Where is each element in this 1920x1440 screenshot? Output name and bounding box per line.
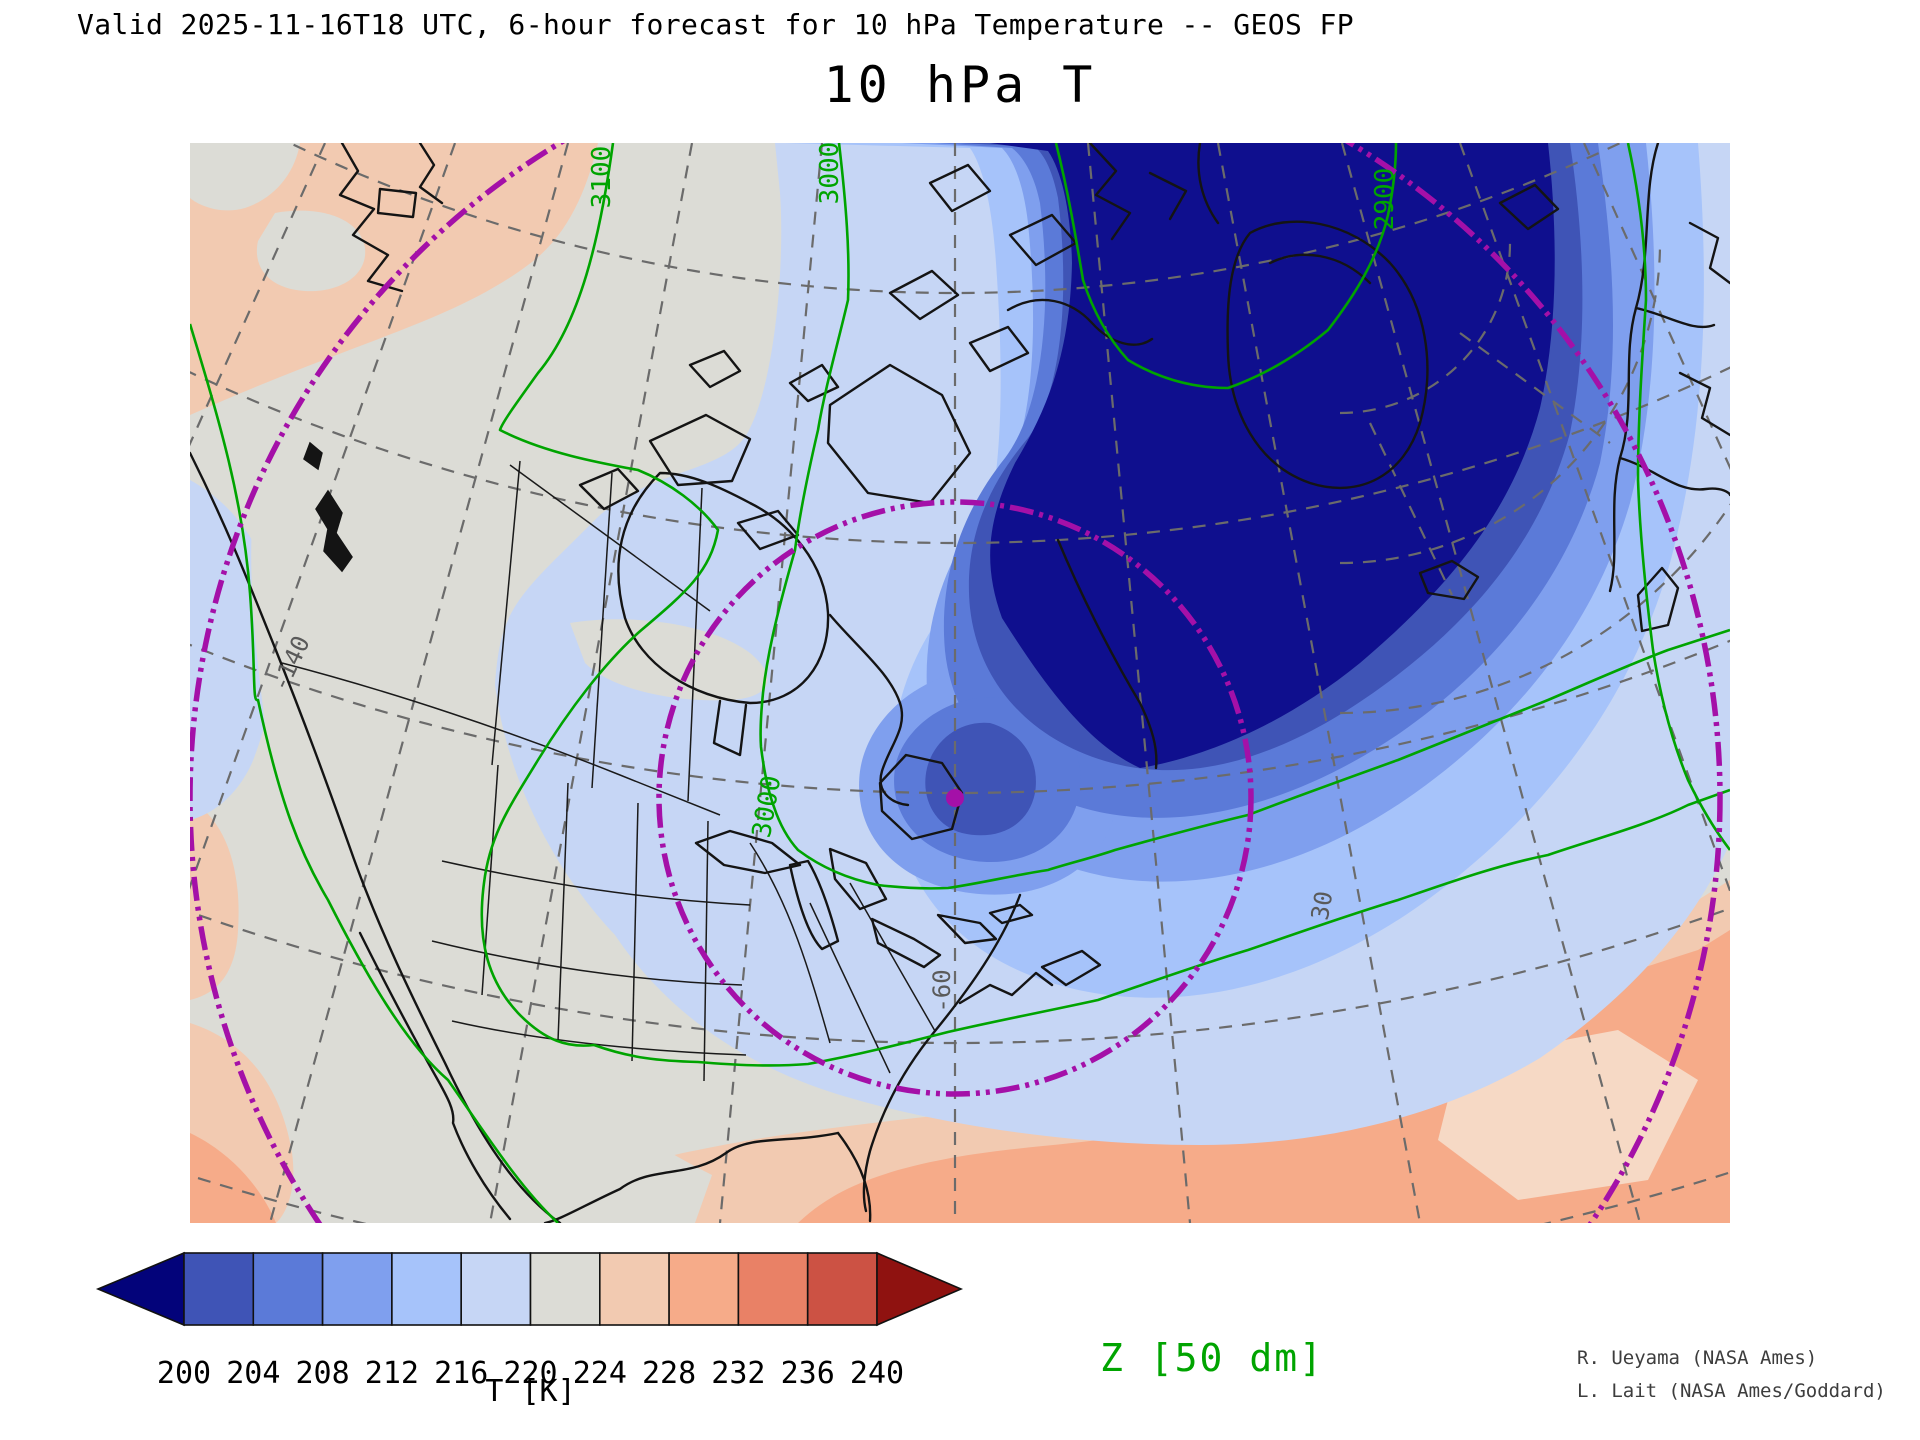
colorbar-tick-label: 208 bbox=[296, 1356, 350, 1390]
colorbar-tick-label: 232 bbox=[711, 1356, 765, 1390]
colorbar-tick-label: 200 bbox=[157, 1356, 211, 1390]
colorbar-tick-label: 216 bbox=[434, 1356, 488, 1390]
colorbar-tick-label: 240 bbox=[850, 1356, 904, 1390]
valid-time-header: Valid 2025-11-16T18 UTC, 6-hour forecast… bbox=[77, 8, 1355, 41]
colorbar-over-arrow bbox=[876, 1251, 964, 1327]
vortex-edge bbox=[190, 143, 1723, 1223]
temperature-colorbar: 200 204 208 212 216 220 224 228 232 236 240 bbox=[86, 1250, 976, 1394]
colorbar-segment bbox=[529, 1252, 601, 1326]
colorbar-segment bbox=[737, 1252, 809, 1326]
colorbar-segment bbox=[252, 1252, 324, 1326]
z-contour-legend: Z [50 dm] bbox=[1100, 1336, 1324, 1380]
colorbar-segment bbox=[391, 1252, 462, 1326]
graticule-label: 30 bbox=[1306, 889, 1339, 922]
height-contour-label: 2900 bbox=[1370, 168, 1400, 231]
colorbar-segment bbox=[598, 1252, 670, 1326]
colorbar-segment bbox=[183, 1252, 255, 1326]
forecast-map: 3100 3000 2900 3000 -140 -60 30 bbox=[190, 143, 1730, 1223]
colorbar-units-label: T [K] bbox=[485, 1374, 576, 1409]
colorbar-segment bbox=[321, 1252, 393, 1326]
plot-title: 10 hPa T bbox=[823, 56, 1097, 114]
height-contour-label: 3000 bbox=[815, 143, 845, 204]
vortex-edge-ring bbox=[656, 499, 1254, 1097]
colorbar-segment bbox=[668, 1252, 740, 1326]
temperature-shading bbox=[190, 143, 1730, 1223]
coastlines-and-borders bbox=[190, 143, 1730, 1223]
colorbar-tick-label: 228 bbox=[642, 1356, 696, 1390]
colorbar-under-arrow bbox=[95, 1251, 185, 1327]
vortex-center-marker bbox=[946, 789, 964, 807]
colorbar-segment bbox=[460, 1252, 532, 1326]
colorbar-tick-label: 220 bbox=[503, 1356, 557, 1390]
credit-line-1: R. Ueyama (NASA Ames) bbox=[1577, 1347, 1818, 1369]
height-contour-label: 3100 bbox=[587, 146, 617, 209]
vortex-edge-ring bbox=[190, 143, 1723, 1223]
credit-line-2: L. Lait (NASA Ames/Goddard) bbox=[1577, 1380, 1886, 1402]
colorbar-tick-label: 236 bbox=[781, 1356, 835, 1390]
graticule-label: -60 bbox=[928, 969, 956, 1012]
credits: R. Ueyama (NASA Ames) L. Lait (NASA Ames… bbox=[1577, 1342, 1886, 1408]
colorbar-tick-label: 204 bbox=[226, 1356, 280, 1390]
colorbar-tick-label: 224 bbox=[573, 1356, 627, 1390]
colorbar-tick-label: 212 bbox=[365, 1356, 419, 1390]
colorbar-segment bbox=[806, 1252, 878, 1326]
